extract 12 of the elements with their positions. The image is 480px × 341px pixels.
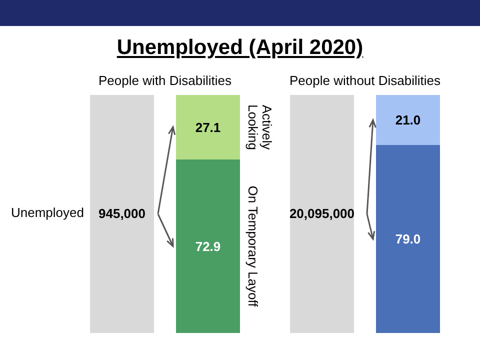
- data-label: 79.0: [395, 232, 421, 247]
- text: Actively Looking: [245, 104, 274, 150]
- data-label: 21.0: [395, 112, 421, 128]
- chart-title: Unemployed (April 2020): [116, 36, 364, 60]
- text: On Temporary Layoff: [245, 186, 260, 308]
- data-label: 27.1: [195, 120, 221, 135]
- text: 20,095,000: [288, 206, 356, 221]
- chart-subtitle: People without Disabilities: [288, 73, 442, 88]
- text: 945,000: [98, 206, 146, 221]
- data-label: 72.9: [195, 238, 221, 254]
- y-axis-title: Unemployed: [11, 205, 84, 220]
- chart-subtitle: People with Disabilities: [98, 73, 232, 88]
